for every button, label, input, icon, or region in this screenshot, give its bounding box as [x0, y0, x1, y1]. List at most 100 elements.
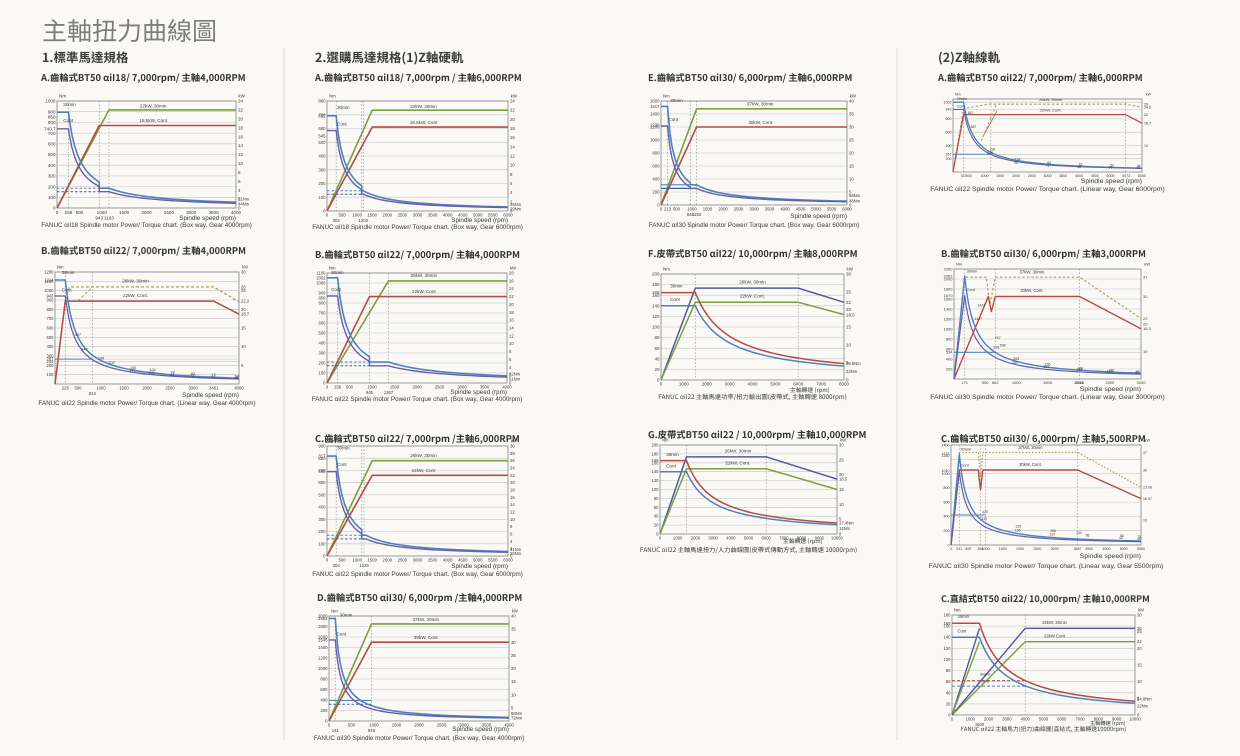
svg-text:kW: kW [847, 267, 854, 272]
svg-text:2500: 2500 [435, 384, 445, 389]
svg-text:6000: 6000 [1057, 716, 1067, 721]
svg-text:4000: 4000 [231, 210, 242, 215]
svg-text:10: 10 [839, 502, 844, 507]
svg-text:6000: 6000 [762, 535, 772, 540]
svg-text:1225: 1225 [359, 563, 369, 568]
svg-text:kW: kW [242, 265, 248, 270]
svg-text:0: 0 [948, 543, 950, 547]
svg-text:10: 10 [510, 163, 515, 168]
svg-text:120: 120 [652, 478, 660, 483]
svg-text:18: 18 [510, 126, 515, 131]
svg-text:3000: 3000 [1002, 716, 1012, 721]
svg-text:500: 500 [348, 723, 356, 728]
svg-text:0: 0 [326, 558, 329, 563]
svg-text:120: 120 [652, 314, 660, 319]
svg-text:5: 5 [1137, 696, 1140, 701]
svg-text:2000: 2000 [414, 723, 424, 728]
svg-text:1100: 1100 [44, 279, 54, 284]
svg-text:165: 165 [652, 458, 660, 463]
svg-text:140: 140 [944, 635, 952, 640]
svg-text:400: 400 [944, 515, 950, 519]
svg-text:2: 2 [510, 546, 513, 551]
svg-text:900: 900 [48, 109, 56, 114]
svg-text:FANUC αiI30 Spindle motor Powe: FANUC αiI30 Spindle motor Power/ Torque … [314, 735, 525, 742]
svg-text:1100: 1100 [316, 271, 326, 276]
svg-text:105: 105 [148, 371, 154, 375]
svg-text:100: 100 [47, 372, 55, 377]
svg-text:4500: 4500 [1103, 547, 1111, 551]
svg-text:2500: 2500 [1105, 380, 1115, 385]
svg-text:12: 12 [509, 333, 514, 338]
svg-text:1052: 1052 [944, 101, 952, 105]
svg-text:30: 30 [1143, 468, 1147, 472]
svg-text:236: 236 [334, 384, 342, 389]
svg-text:2500: 2500 [398, 213, 408, 218]
svg-text:1800: 1800 [318, 624, 328, 629]
svg-text:1000: 1000 [1012, 380, 1022, 385]
svg-text:17.4Nm: 17.4Nm [839, 520, 854, 525]
svg-text:22Nm: 22Nm [846, 369, 858, 374]
svg-text:10: 10 [849, 177, 854, 182]
svg-text:3000: 3000 [459, 723, 469, 728]
svg-text:4000: 4000 [234, 385, 244, 390]
svg-text:95: 95 [1086, 534, 1090, 538]
svg-text:850: 850 [319, 296, 327, 301]
svg-text:Cont: Cont [337, 462, 347, 467]
svg-text:75: 75 [1137, 535, 1141, 539]
svg-text:1367: 1367 [384, 390, 394, 395]
svg-text:200: 200 [944, 529, 950, 533]
svg-text:1163: 1163 [104, 216, 114, 221]
svg-text:497: 497 [75, 333, 81, 337]
svg-text:10: 10 [1144, 144, 1148, 148]
svg-text:62: 62 [1079, 163, 1083, 167]
svg-text:2000: 2000 [318, 614, 328, 619]
svg-text:24: 24 [510, 99, 515, 104]
svg-text:1203: 1203 [359, 218, 369, 223]
svg-text:37kW, 30min: 37kW, 30min [1018, 445, 1043, 450]
svg-text:24.8: 24.8 [1144, 106, 1151, 110]
svg-text:5000: 5000 [811, 207, 821, 212]
svg-text:18.5: 18.5 [839, 477, 848, 482]
svg-text:Nm: Nm [57, 265, 64, 270]
svg-text:30min: 30min [967, 269, 978, 274]
svg-text:2500: 2500 [164, 210, 175, 215]
svg-text:5: 5 [241, 363, 244, 368]
svg-text:9000: 9000 [1112, 716, 1122, 721]
svg-text:600: 600 [318, 126, 326, 131]
svg-text:6000: 6000 [503, 213, 513, 218]
svg-text:30min: 30min [960, 447, 971, 452]
svg-text:1500: 1500 [367, 558, 377, 563]
svg-text:kW: kW [511, 94, 518, 99]
svg-text:Cont: Cont [958, 628, 968, 633]
svg-text:690: 690 [318, 469, 326, 474]
svg-text:75: 75 [1046, 164, 1050, 168]
svg-text:40: 40 [1136, 166, 1140, 170]
svg-text:5500: 5500 [488, 558, 498, 563]
svg-text:16: 16 [510, 495, 515, 500]
svg-text:62: 62 [1119, 536, 1123, 540]
svg-text:Nm: Nm [955, 93, 961, 97]
svg-text:2015: 2015 [1075, 380, 1085, 385]
svg-text:4500: 4500 [458, 213, 468, 218]
svg-text:26kW, 30min: 26kW, 30min [739, 280, 766, 285]
svg-text:2000: 2000 [141, 210, 152, 215]
svg-text:267: 267 [946, 153, 952, 157]
svg-text:20: 20 [654, 523, 659, 528]
svg-text:72: 72 [212, 373, 216, 377]
svg-text:0: 0 [659, 535, 662, 540]
svg-text:194: 194 [1043, 365, 1049, 369]
svg-text:2000: 2000 [383, 558, 393, 563]
svg-text:Spindle speed (rpm): Spindle speed (rpm) [452, 726, 509, 733]
svg-text:248: 248 [98, 356, 104, 360]
svg-text:51Nm: 51Nm [238, 196, 250, 201]
svg-text:500: 500 [75, 385, 83, 390]
svg-text:236: 236 [1045, 363, 1051, 367]
svg-text:1000: 1000 [44, 288, 54, 293]
svg-text:500: 500 [339, 213, 347, 218]
svg-text:296: 296 [990, 148, 996, 152]
svg-text:0: 0 [326, 213, 329, 218]
svg-text:3000: 3000 [413, 213, 423, 218]
svg-text:100: 100 [318, 541, 326, 546]
svg-text:2000: 2000 [718, 207, 728, 212]
svg-text:0: 0 [323, 554, 326, 559]
